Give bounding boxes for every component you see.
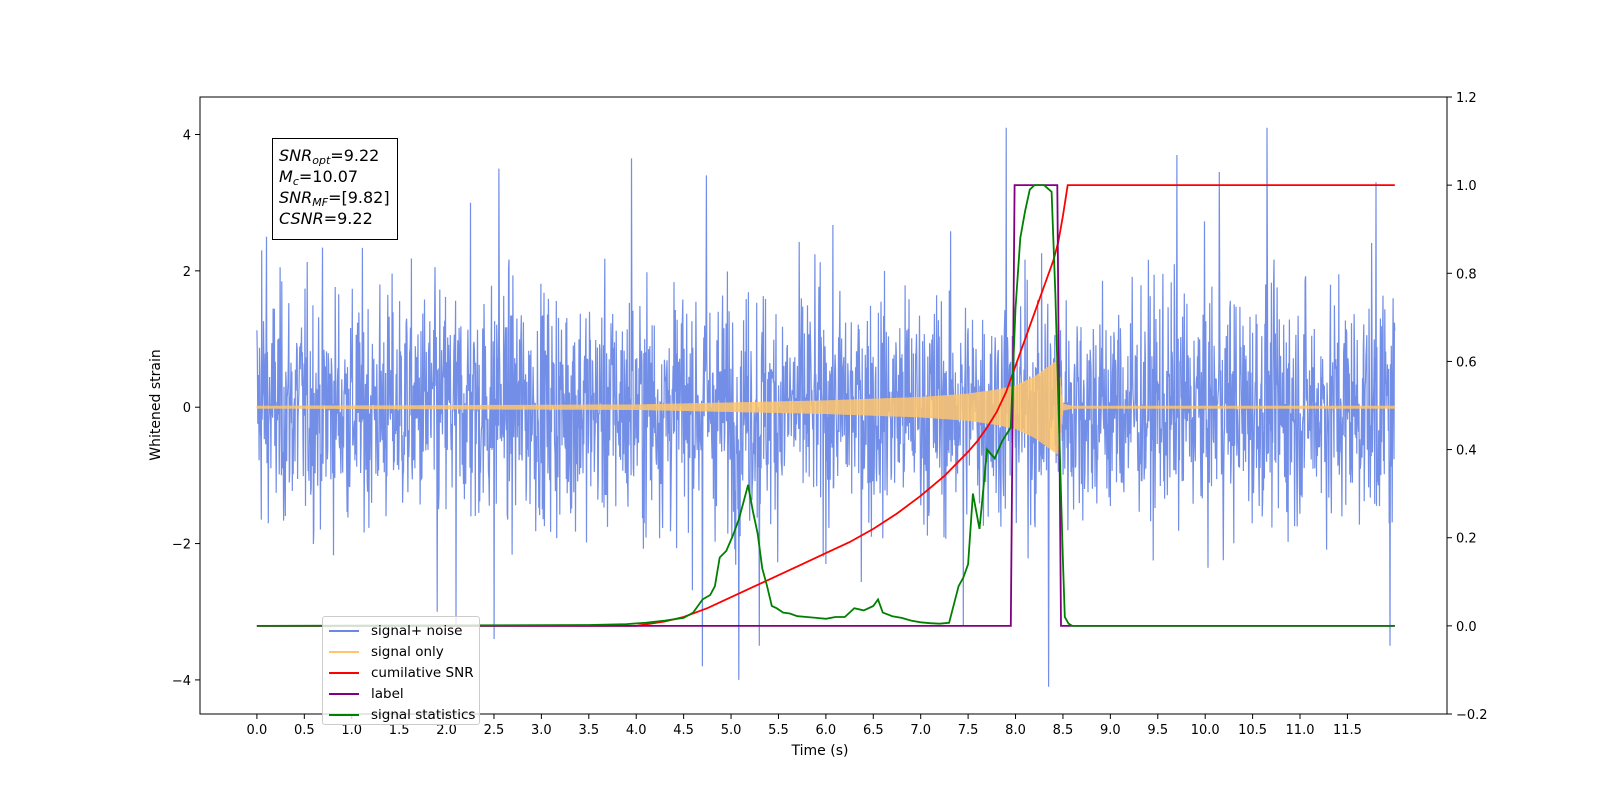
y2-tick-label: 0.2 xyxy=(1456,532,1477,547)
x-tick-label: 9.0 xyxy=(1100,723,1121,738)
y2-tick-label: 1.0 xyxy=(1456,179,1477,194)
x-axis-label: Time (s) xyxy=(791,743,849,759)
x-tick-label: 6.0 xyxy=(816,723,837,738)
y2-tick-label: 0.8 xyxy=(1456,267,1477,282)
x-tick-label: 5.0 xyxy=(721,723,742,738)
legend-item: label xyxy=(329,683,479,704)
y2-tick-label: 0.6 xyxy=(1456,355,1477,370)
x-tick-label: 2.5 xyxy=(484,723,505,738)
x-tick-label: 10.5 xyxy=(1238,723,1267,738)
x-tick-label: 7.0 xyxy=(910,723,931,738)
x-tick-label: 3.5 xyxy=(578,723,599,738)
y2-tick-label: 1.2 xyxy=(1456,91,1477,106)
csnr-annotation: CSNR=9.22 xyxy=(279,209,373,228)
legend-swatch xyxy=(329,713,359,716)
x-tick-label: 0.5 xyxy=(294,723,315,738)
chirp-mass-annotation: Mc=10.07 xyxy=(279,167,359,188)
x-tick-label: 5.5 xyxy=(768,723,789,738)
y2-tick-label: 0.4 xyxy=(1456,444,1477,459)
x-tick-label: 6.5 xyxy=(863,723,884,738)
y-axis-left: 4 2 0 −2 −4 xyxy=(172,128,200,689)
y2-tick-label: −0.2 xyxy=(1456,708,1488,723)
axes-frame xyxy=(199,96,1448,715)
series-signal-only xyxy=(256,359,1396,455)
y-axis-label: Whitened strain xyxy=(148,349,164,460)
x-tick-label: 3.0 xyxy=(531,723,552,738)
y-tick-label: 2 xyxy=(183,265,191,280)
x-tick-label: 8.0 xyxy=(1005,723,1026,738)
snr-annotation-box: SNRopt=9.22 Mc=10.07 SNRMF=[9.82] CSNR=9… xyxy=(272,138,398,240)
legend-swatch xyxy=(329,650,359,653)
series-signal-noise xyxy=(256,127,1396,687)
plot-area xyxy=(256,127,1396,687)
x-tick-label: 4.0 xyxy=(626,723,647,738)
x-tick-label: 10.0 xyxy=(1191,723,1220,738)
x-tick-label: 11.0 xyxy=(1286,723,1315,738)
y-tick-label: 4 xyxy=(183,128,191,143)
legend: signal+ noise signal only cumilative SNR… xyxy=(322,616,480,725)
x-tick-label: 1.5 xyxy=(389,723,410,738)
y-tick-label: −4 xyxy=(172,674,191,689)
y2-tick-label: 0.0 xyxy=(1456,620,1477,635)
x-tick-label: 9.5 xyxy=(1147,723,1168,738)
x-tick-label: 1.0 xyxy=(341,723,362,738)
legend-item: signal+ noise xyxy=(329,620,479,641)
x-tick-label: 0.0 xyxy=(247,723,268,738)
legend-item: signal only xyxy=(329,641,479,662)
x-tick-label: 4.5 xyxy=(673,723,694,738)
x-tick-label: 7.5 xyxy=(958,723,979,738)
y-tick-label: 0 xyxy=(183,401,191,416)
legend-swatch xyxy=(329,692,359,695)
series-signal-statistics xyxy=(256,184,1395,627)
x-tick-label: 11.5 xyxy=(1333,723,1362,738)
legend-swatch xyxy=(329,629,359,632)
snr-mf-annotation: SNRMF=[9.82] xyxy=(279,188,390,209)
x-tick-label: 8.5 xyxy=(1053,723,1074,738)
y-tick-label: −2 xyxy=(172,538,191,553)
legend-item: cumilative SNR xyxy=(329,662,479,683)
x-axis: 0.0 0.5 1.0 1.5 2.0 2.5 3.0 3.5 4.0 4.5 5.0 5.5 6.0 6… xyxy=(247,714,1362,738)
x-tick-label: 2.0 xyxy=(436,723,457,738)
y-axis-right: 1.2 1.0 0.8 0.6 0.4 0.2 0.0 −0.2 xyxy=(1447,91,1488,723)
legend-swatch xyxy=(329,671,359,674)
series-cumilative-snr xyxy=(256,184,1395,627)
snr-opt-annotation: SNRopt=9.22 xyxy=(279,146,380,167)
legend-item: signal statistics xyxy=(329,704,479,725)
